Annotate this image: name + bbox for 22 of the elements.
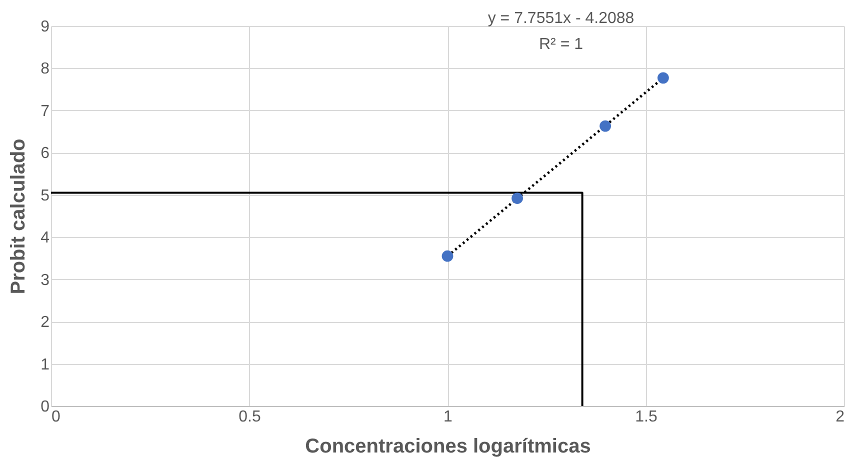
x-tick-label: 1 [444,408,453,426]
y-tick-label: 8 [40,60,50,78]
x-tick-label: 0.5 [238,408,261,426]
y-tick-label: 9 [40,18,50,36]
point [600,120,612,132]
point [442,250,454,262]
x-tick-label: 0 [52,408,60,426]
y-tick-label: 4 [40,230,50,247]
y-axis-title: Probit calculado [8,138,30,294]
x-tick-label: 2 [836,408,845,426]
x-tick-label: 1.5 [635,408,658,426]
y-tick-label: 7 [40,102,50,120]
y-tick-label: 6 [40,145,50,162]
point [657,72,669,84]
annotation: R² = 1 [538,36,584,53]
y-tick-label: 5 [40,187,50,204]
annotation: y = 7.7551x - 4.2088 [488,10,634,27]
point [512,192,523,204]
x-axis-title: Concentraciones logarítmicas [305,436,591,458]
y-tick-label: 2 [40,314,50,332]
y-tick-label: 3 [40,272,50,289]
y-tick-label: 1 [40,356,50,374]
